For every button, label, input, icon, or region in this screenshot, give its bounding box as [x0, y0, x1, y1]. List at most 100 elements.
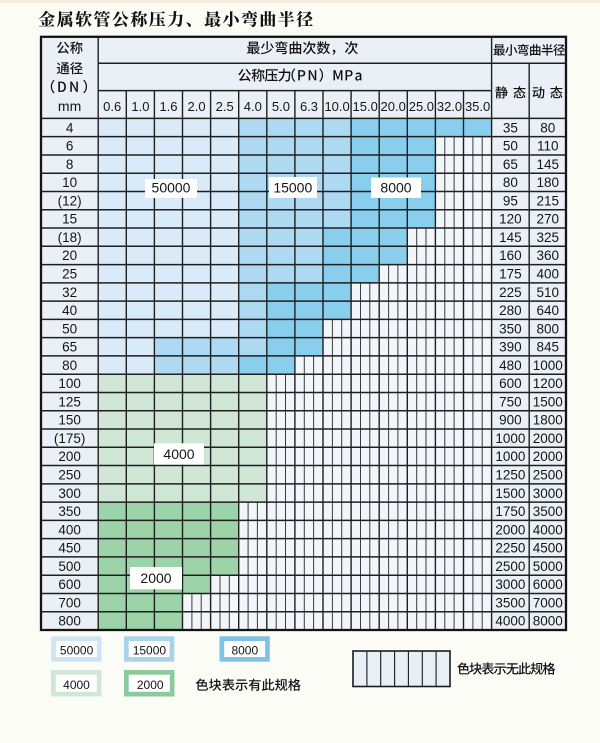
svg-text:2000: 2000 [533, 431, 563, 446]
svg-text:(12): (12) [58, 193, 82, 208]
svg-text:3500: 3500 [533, 504, 563, 519]
svg-text:35: 35 [503, 120, 518, 135]
svg-text:1000: 1000 [495, 431, 525, 446]
svg-text:1.6: 1.6 [159, 99, 177, 114]
svg-text:450: 450 [58, 541, 81, 556]
svg-text:6.3: 6.3 [300, 99, 318, 114]
svg-text:500: 500 [58, 559, 81, 574]
svg-text:480: 480 [499, 358, 522, 373]
svg-text:20: 20 [62, 248, 77, 263]
svg-text:700: 700 [58, 595, 81, 610]
svg-text:65: 65 [62, 340, 77, 355]
svg-text:6000: 6000 [533, 577, 563, 592]
svg-text:350: 350 [499, 321, 522, 336]
svg-text:1800: 1800 [533, 413, 563, 428]
svg-text:390: 390 [499, 340, 522, 355]
svg-text:mm: mm [58, 98, 81, 114]
svg-text:25: 25 [62, 267, 77, 282]
svg-text:4000: 4000 [63, 678, 90, 692]
svg-text:4000: 4000 [495, 614, 525, 629]
svg-text:4000: 4000 [163, 446, 194, 462]
svg-text:280: 280 [499, 303, 522, 318]
svg-text:180: 180 [537, 175, 560, 190]
svg-text:1.0: 1.0 [131, 99, 149, 114]
svg-text:0.6: 0.6 [103, 99, 121, 114]
svg-text:175: 175 [499, 267, 522, 282]
svg-text:8000: 8000 [231, 643, 258, 657]
svg-text:8: 8 [66, 157, 74, 172]
svg-text:4: 4 [66, 120, 74, 135]
svg-text:10: 10 [62, 175, 77, 190]
svg-text:1000: 1000 [495, 449, 525, 464]
svg-text:325: 325 [537, 230, 560, 245]
svg-text:(175): (175) [54, 431, 86, 446]
svg-text:8000: 8000 [533, 614, 563, 629]
svg-text:1000: 1000 [533, 358, 563, 373]
svg-text:80: 80 [540, 120, 555, 135]
svg-text:900: 900 [499, 413, 522, 428]
svg-text:32.0: 32.0 [437, 99, 462, 114]
svg-text:40: 40 [62, 303, 77, 318]
svg-text:3500: 3500 [495, 595, 525, 610]
svg-text:65: 65 [503, 157, 518, 172]
svg-text:800: 800 [537, 321, 560, 336]
svg-text:2000: 2000 [533, 449, 563, 464]
svg-text:640: 640 [537, 303, 560, 318]
svg-text:1500: 1500 [495, 486, 525, 501]
svg-text:50000: 50000 [152, 179, 191, 195]
svg-text:4000: 4000 [533, 522, 563, 537]
svg-text:1200: 1200 [533, 376, 563, 391]
svg-text:15.0: 15.0 [353, 99, 378, 114]
svg-text:1500: 1500 [533, 394, 563, 409]
svg-text:10.0: 10.0 [324, 99, 349, 114]
svg-text:125: 125 [58, 394, 81, 409]
svg-text:2000: 2000 [137, 678, 164, 692]
svg-text:100: 100 [58, 376, 81, 391]
svg-text:95: 95 [503, 193, 518, 208]
svg-text:2500: 2500 [533, 468, 563, 483]
svg-text:200: 200 [58, 449, 81, 464]
svg-text:3000: 3000 [495, 577, 525, 592]
svg-text:120: 120 [499, 212, 522, 227]
svg-text:250: 250 [58, 468, 81, 483]
svg-text:215: 215 [537, 193, 560, 208]
svg-text:2000: 2000 [495, 522, 525, 537]
svg-text:750: 750 [499, 394, 522, 409]
svg-text:270: 270 [537, 212, 560, 227]
svg-text:1250: 1250 [495, 468, 525, 483]
svg-text:5000: 5000 [533, 559, 563, 574]
svg-text:110: 110 [537, 139, 559, 154]
svg-text:15: 15 [62, 212, 77, 227]
svg-text:32: 32 [62, 285, 77, 300]
svg-text:20.0: 20.0 [381, 99, 406, 114]
svg-text:80: 80 [503, 175, 518, 190]
svg-text:15000: 15000 [133, 643, 167, 657]
svg-text:150: 150 [58, 413, 81, 428]
svg-text:50: 50 [62, 321, 77, 336]
svg-text:1750: 1750 [495, 504, 525, 519]
svg-text:600: 600 [58, 577, 81, 592]
svg-text:4500: 4500 [533, 541, 563, 556]
svg-text:400: 400 [537, 267, 560, 282]
svg-text:3000: 3000 [533, 486, 563, 501]
svg-text:225: 225 [499, 285, 522, 300]
svg-text:50000: 50000 [60, 643, 94, 657]
svg-text:800: 800 [58, 614, 81, 629]
svg-text:2.5: 2.5 [216, 99, 234, 114]
svg-text:145: 145 [537, 157, 560, 172]
svg-text:80: 80 [62, 358, 77, 373]
svg-text:7000: 7000 [533, 595, 563, 610]
svg-text:400: 400 [58, 522, 81, 537]
svg-text:145: 145 [499, 230, 522, 245]
svg-text:25.0: 25.0 [409, 99, 434, 114]
svg-text:2500: 2500 [495, 559, 525, 574]
svg-text:360: 360 [537, 248, 560, 263]
svg-text:160: 160 [499, 248, 522, 263]
svg-text:4.0: 4.0 [244, 99, 262, 114]
svg-text:600: 600 [499, 376, 522, 391]
svg-text:300: 300 [58, 486, 81, 501]
svg-text:2000: 2000 [140, 570, 171, 586]
svg-text:8000: 8000 [380, 179, 411, 195]
svg-text:(18): (18) [58, 230, 82, 245]
svg-text:510: 510 [537, 285, 560, 300]
